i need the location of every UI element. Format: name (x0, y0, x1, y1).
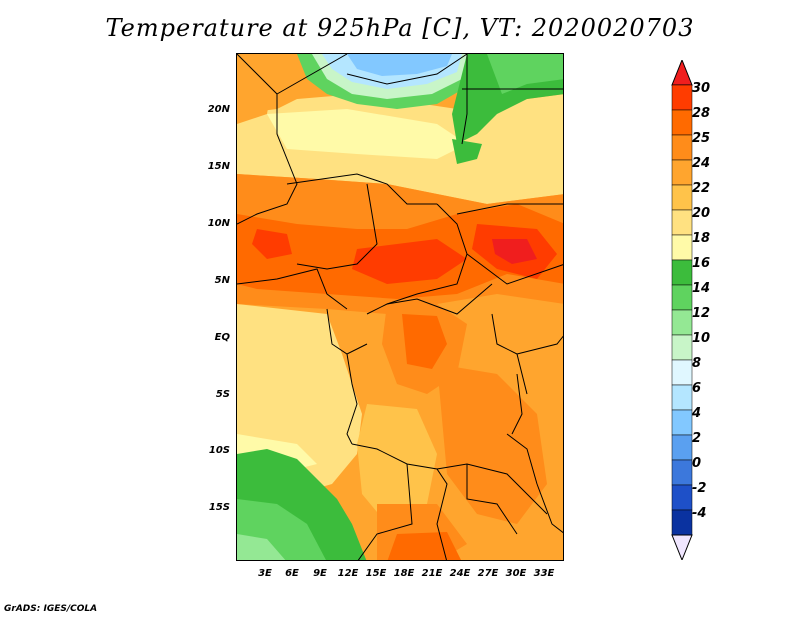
colorbar-swatch (671, 409, 693, 436)
colorbar-label-22: 22 (692, 181, 711, 196)
colorbar-swatch (671, 309, 693, 336)
colorbar-bottom-arrow (671, 534, 693, 560)
map-title: Temperature at 925hPa [C], VT: 202002070… (105, 14, 695, 42)
colorbar-swatch (671, 509, 693, 536)
colorbar-label-25: 25 (692, 131, 711, 146)
colorbar-label-14: 14 (692, 281, 711, 296)
colorbar-label-20: 20 (692, 206, 711, 221)
lat-label-10s: 10S (208, 445, 230, 456)
colorbar-label-16: 16 (692, 256, 711, 271)
colorbar-swatch (671, 84, 693, 111)
lon-label-33e: 33E (533, 568, 555, 579)
colorbar-label-18: 18 (692, 231, 711, 246)
colorbar-label-2: 2 (692, 431, 702, 446)
colorbar (671, 60, 693, 560)
colorbar-swatch (671, 359, 693, 386)
temperature-field (237, 54, 563, 560)
colorbar-label-12: 12 (692, 306, 711, 321)
lat-label-eq: EQ (214, 332, 230, 343)
colorbar-swatch (671, 184, 693, 211)
colorbar-label-6: 6 (692, 381, 702, 396)
footer-credit: GrADS: IGES/COLA (4, 604, 98, 614)
colorbar-label-30: 30 (692, 81, 711, 96)
colorbar-swatch (671, 334, 693, 361)
lon-label-18e: 18E (393, 568, 415, 579)
colorbar-label-neg4: -4 (692, 506, 707, 521)
colorbar-label-0: 0 (692, 456, 702, 471)
colorbar-swatch (671, 209, 693, 236)
lat-label-20n: 20N (207, 104, 230, 115)
lon-label-30e: 30E (505, 568, 527, 579)
colorbar-label-24: 24 (692, 156, 711, 171)
colorbar-label-4: 4 (692, 406, 702, 421)
colorbar-swatch (671, 384, 693, 411)
lat-label-10n: 10N (207, 218, 230, 229)
lon-label-3e: 3E (258, 568, 272, 579)
colorbar-label-8: 8 (692, 356, 702, 371)
boundary-lines (237, 54, 563, 560)
colorbar-swatch (671, 434, 693, 461)
lat-label-15s: 15S (208, 502, 230, 513)
colorbar-swatch (671, 234, 693, 261)
lon-label-21e: 21E (421, 568, 443, 579)
colorbar-swatch (671, 159, 693, 186)
map-panel (236, 53, 564, 561)
lat-label-5s: 5S (215, 389, 230, 400)
lon-label-27e: 27E (477, 568, 499, 579)
colorbar-swatch (671, 109, 693, 136)
colorbar-swatch (671, 134, 693, 161)
colorbar-swatch (671, 459, 693, 486)
lat-label-5n: 5N (214, 275, 230, 286)
lon-label-9e: 9E (313, 568, 327, 579)
lat-label-15n: 15N (207, 161, 230, 172)
lon-label-6e: 6E (285, 568, 299, 579)
colorbar-label-neg2: -2 (692, 481, 707, 496)
colorbar-swatch (671, 284, 693, 311)
colorbar-swatch (671, 259, 693, 286)
colorbar-swatch (671, 484, 693, 511)
lon-label-15e: 15E (365, 568, 387, 579)
colorbar-label-10: 10 (692, 331, 711, 346)
lon-label-24e: 24E (449, 568, 471, 579)
colorbar-label-28: 28 (692, 106, 711, 121)
colorbar-top-arrow (671, 60, 693, 86)
lon-label-12e: 12E (337, 568, 359, 579)
